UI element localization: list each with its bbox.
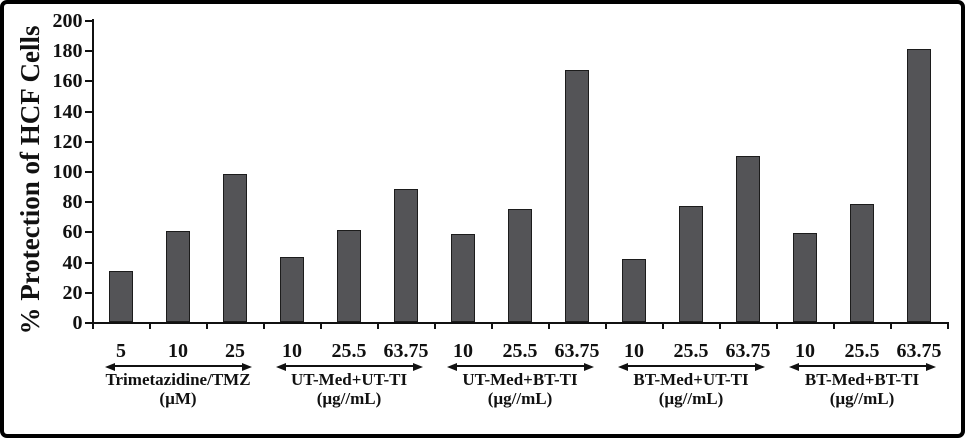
- y-tick: [84, 291, 93, 294]
- x-tick: [547, 323, 550, 329]
- plot-area: 0 20 40 60 80 100 120 140 160 180 200 5 10 25 Trimetaz…: [4, 4, 961, 434]
- y-tick-label: 60: [62, 221, 83, 244]
- x-category-label: 63.75: [896, 340, 942, 362]
- group-label: UT-Med+UT-TI: [290, 370, 408, 389]
- bar-Trimetazidine/TMZ-25: [223, 174, 247, 322]
- y-tick-label: 80: [62, 191, 83, 214]
- x-category-label: 63.75: [725, 340, 771, 362]
- y-tick: [84, 140, 93, 143]
- y-tick-label: 100: [52, 161, 83, 183]
- y-tick: [84, 261, 93, 264]
- x-tick: [433, 323, 436, 329]
- x-tick: [718, 323, 721, 329]
- x-category-label: 25.5: [502, 340, 538, 362]
- y-axis-line: [91, 19, 94, 325]
- bar-UT-Med+BT-TI-63.75: [565, 69, 589, 322]
- bar-BT-Med+BT-TI-63.75: [907, 48, 931, 322]
- x-category-label: 5: [116, 340, 126, 362]
- x-tick: [91, 323, 94, 329]
- bar-UT-Med+BT-TI-10: [451, 234, 475, 322]
- y-tick: [84, 231, 93, 234]
- x-tick: [604, 323, 607, 329]
- x-tick: [661, 323, 664, 329]
- group-label: BT-Med+BT-TI: [804, 370, 920, 389]
- y-tick-label: 160: [52, 70, 83, 93]
- bar-BT-Med+BT-TI-10: [793, 232, 817, 322]
- bar-BT-Med+UT-TI-10: [622, 258, 646, 322]
- bar-UT-Med+BT-TI-25.5: [508, 208, 532, 322]
- group-label: BT-Med+UT-TI: [633, 370, 749, 389]
- y-tick-label: 200: [52, 10, 83, 32]
- x-category-label: 63.75: [383, 340, 429, 362]
- y-tick: [84, 50, 93, 53]
- y-tick: [84, 80, 93, 83]
- x-tick: [262, 323, 265, 329]
- group-unit-label: (µg//mL): [316, 389, 382, 408]
- group-unit-label: (µg//mL): [487, 389, 553, 408]
- group-label: Trimetazidine/TMZ: [105, 370, 251, 389]
- x-category-label: 25.5: [673, 340, 709, 362]
- group-range-arrow: [275, 363, 423, 371]
- group-range-arrow: [446, 363, 594, 371]
- x-category-label: 25.5: [331, 340, 367, 362]
- y-tick-label: 20: [62, 281, 83, 304]
- x-tick: [832, 323, 835, 329]
- bar-BT-Med+UT-TI-25.5: [679, 205, 703, 322]
- y-tick: [84, 201, 93, 204]
- x-category-label: 25.5: [844, 340, 880, 362]
- y-tick: [84, 110, 93, 113]
- x-tick: [889, 323, 892, 329]
- y-tick-label: 40: [62, 251, 83, 274]
- group-label: UT-Med+BT-TI: [462, 370, 578, 389]
- group-range-arrow: [617, 363, 765, 371]
- bar-Trimetazidine/TMZ-10: [166, 231, 190, 322]
- x-tick: [775, 323, 778, 329]
- group-unit-label: (µg//mL): [658, 389, 724, 408]
- group-unit-label: (µM): [159, 389, 197, 408]
- x-tick: [148, 323, 151, 329]
- x-tick: [319, 323, 322, 329]
- y-tick-label: 140: [52, 100, 83, 123]
- x-tick: [376, 323, 379, 329]
- y-tick-label: 120: [52, 130, 83, 153]
- bar-Trimetazidine/TMZ-5: [109, 270, 133, 322]
- x-tick: [946, 323, 949, 329]
- bar-BT-Med+UT-TI-63.75: [736, 155, 760, 322]
- x-category-label: 10: [795, 340, 815, 362]
- x-tick: [205, 323, 208, 329]
- x-category-label: 10: [168, 340, 188, 362]
- y-tick-label: 180: [52, 40, 83, 63]
- bar-UT-Med+UT-TI-63.75: [394, 189, 418, 322]
- group-range-arrow: [788, 363, 936, 371]
- x-category-label: 10: [282, 340, 302, 362]
- y-tick-label: 0: [72, 312, 83, 334]
- bar-UT-Med+UT-TI-10: [280, 257, 304, 322]
- bar-BT-Med+BT-TI-25.5: [850, 204, 874, 322]
- y-tick: [84, 171, 93, 173]
- group-unit-label: (µg//mL): [829, 389, 895, 408]
- x-axis-line: [91, 322, 949, 324]
- group-range-arrow: [104, 363, 252, 371]
- x-tick: [490, 323, 493, 329]
- y-tick: [84, 20, 93, 22]
- y-tick: [84, 322, 93, 324]
- x-category-label: 10: [453, 340, 473, 362]
- bar-UT-Med+UT-TI-25.5: [337, 229, 361, 322]
- x-category-label: 25: [225, 340, 245, 362]
- x-category-label: 10: [624, 340, 644, 362]
- x-category-label: 63.75: [554, 340, 600, 362]
